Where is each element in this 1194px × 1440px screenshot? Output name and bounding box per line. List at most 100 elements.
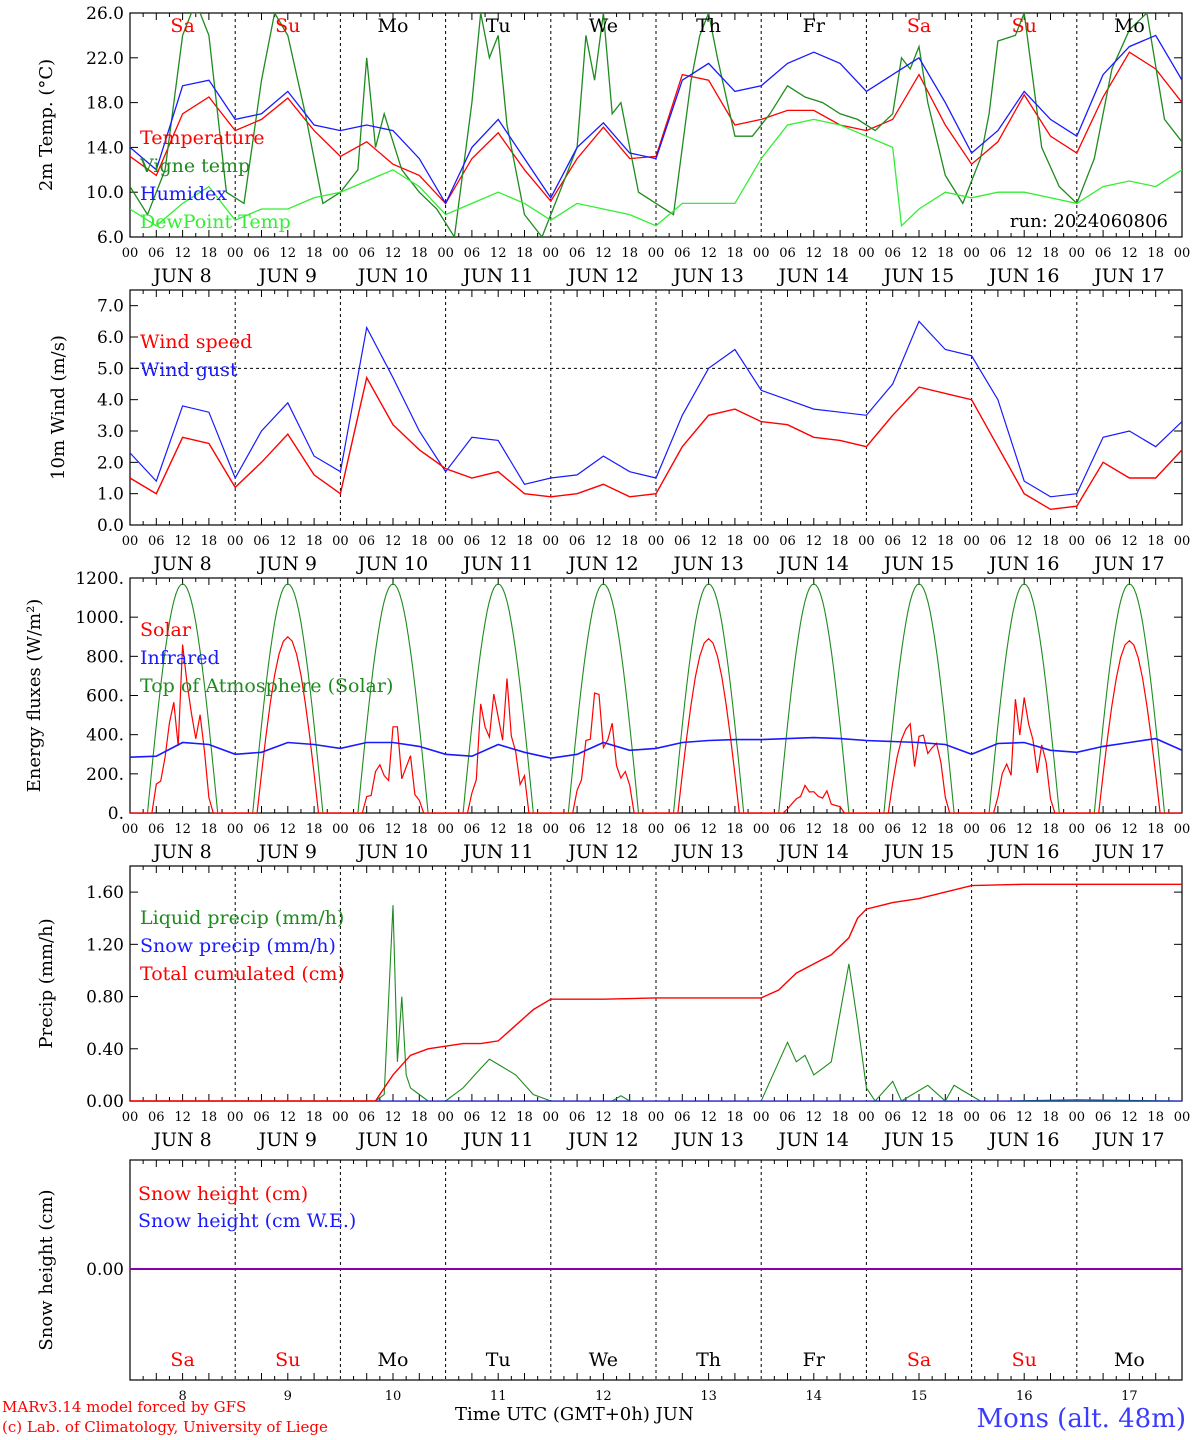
hour-tick-label: 00 xyxy=(437,822,454,837)
hour-tick-label: 12 xyxy=(490,534,507,549)
hour-tick-label: 00 xyxy=(543,534,560,549)
panel-1 xyxy=(129,12,1183,238)
panel-5 xyxy=(129,1159,1183,1381)
hour-tick-label: 06 xyxy=(884,822,901,837)
hour-tick-label: 12 xyxy=(700,534,717,549)
hour-tick-label: 18 xyxy=(411,534,428,549)
y-tick-label: 600. xyxy=(86,687,124,707)
hour-tick-label: 18 xyxy=(516,534,533,549)
hour-tick-label: 00 xyxy=(437,1110,454,1125)
day-label: JUN 8 xyxy=(151,1129,211,1151)
day-label: JUN 16 xyxy=(987,553,1059,575)
weekday-label: Su xyxy=(275,15,300,37)
hour-tick-label: 12 xyxy=(1121,534,1138,549)
day-number-label: 11 xyxy=(490,1389,507,1404)
hour-tick-label: 00 xyxy=(648,1110,665,1125)
hour-tick-label: 12 xyxy=(595,246,612,261)
hour-tick-label: 12 xyxy=(806,534,823,549)
hour-tick-label: 00 xyxy=(332,1110,349,1125)
hour-tick-label: 18 xyxy=(201,534,218,549)
legend-entry: Wind gust xyxy=(140,359,238,381)
hour-tick-label: 00 xyxy=(437,534,454,549)
hour-tick-label: 00 xyxy=(122,534,139,549)
day-label: JUN 14 xyxy=(777,553,849,575)
weekday-label: Su xyxy=(1012,15,1037,37)
day-number-label: 13 xyxy=(700,1389,717,1404)
hour-tick-label: 00 xyxy=(1069,246,1086,261)
hour-tick-label: 06 xyxy=(990,534,1007,549)
hour-tick-label: 06 xyxy=(253,1110,270,1125)
hour-tick-label: 12 xyxy=(1016,246,1033,261)
hour-tick-label: 06 xyxy=(569,1110,586,1125)
hour-tick-label: 00 xyxy=(648,534,665,549)
hour-tick-label: 18 xyxy=(201,822,218,837)
hour-tick-label: 12 xyxy=(174,822,191,837)
hour-tick-label: 06 xyxy=(148,1110,165,1125)
hour-tick-label: 00 xyxy=(122,246,139,261)
hour-tick-label: 06 xyxy=(779,246,796,261)
wind-series xyxy=(130,320,1182,511)
hour-tick-label: 00 xyxy=(963,246,980,261)
hour-tick-label: 18 xyxy=(937,822,954,837)
weekday-label: Sa xyxy=(907,15,931,37)
y-tick-label: 400. xyxy=(86,726,124,746)
y-tick-label: 1.0 xyxy=(97,485,124,505)
hour-tick-label: 06 xyxy=(990,1110,1007,1125)
hour-tick-label: 06 xyxy=(1095,534,1112,549)
day-label: JUN 15 xyxy=(882,553,954,575)
hour-tick-label: 18 xyxy=(937,534,954,549)
hour-tick-label: 12 xyxy=(385,246,402,261)
hour-tick-label: 18 xyxy=(937,1110,954,1125)
y-tick-label: 10.0 xyxy=(86,183,124,203)
hour-tick-label: 18 xyxy=(1042,534,1059,549)
hour-tick-label: 00 xyxy=(963,822,980,837)
weekday-label: Tu xyxy=(486,1349,511,1371)
day-label: JUN 17 xyxy=(1092,265,1164,287)
hour-tick-label: 00 xyxy=(648,246,665,261)
legend-entry: Top of Atmosphere (Solar) xyxy=(140,675,393,697)
series-vigne-temp xyxy=(130,13,1182,237)
hour-tick-label: 18 xyxy=(411,822,428,837)
weekday-label: Mo xyxy=(378,1349,409,1371)
day-number-label: 14 xyxy=(806,1389,823,1404)
weekday-label: Tu xyxy=(486,15,511,37)
hour-tick-label: 18 xyxy=(1147,246,1164,261)
model-credit: MARv3.14 model forced by GFS xyxy=(2,1398,247,1416)
day-label: JUN 17 xyxy=(1092,1129,1164,1151)
hour-tick-label: 12 xyxy=(385,822,402,837)
y-tick-label: 26.0 xyxy=(86,4,124,24)
station-name: Mons (alt. 48m) xyxy=(976,1404,1186,1434)
weekday-label: Sa xyxy=(907,1349,931,1371)
hour-tick-label: 12 xyxy=(1016,822,1033,837)
day-number-label: 12 xyxy=(595,1389,612,1404)
y-tick-label: 3.0 xyxy=(97,422,124,442)
legend-entry: Total cumulated (cm) xyxy=(140,963,345,985)
hour-tick-label: 18 xyxy=(306,1110,323,1125)
hour-tick-label: 12 xyxy=(174,534,191,549)
hour-tick-label: 00 xyxy=(122,1110,139,1125)
hour-tick-label: 00 xyxy=(1174,534,1191,549)
hour-tick-label: 18 xyxy=(832,822,849,837)
day-label: JUN 9 xyxy=(257,553,317,575)
hour-tick-label: 18 xyxy=(727,1110,744,1125)
y-tick-label: 6.0 xyxy=(97,228,124,248)
hour-tick-label: 12 xyxy=(280,246,297,261)
day-label: JUN 16 xyxy=(987,1129,1059,1151)
series-wind-gust xyxy=(130,320,1182,498)
hour-tick-label: 06 xyxy=(779,1110,796,1125)
y-tick-label: 22.0 xyxy=(86,49,124,69)
weekday-label: Su xyxy=(1012,1349,1037,1371)
day-label: JUN 14 xyxy=(777,265,849,287)
hour-tick-label: 06 xyxy=(884,534,901,549)
hour-tick-label: 06 xyxy=(148,534,165,549)
legend-entry: Snow height (cm) xyxy=(138,1183,308,1205)
run-label: run: 2024060806 xyxy=(1010,211,1168,232)
day-label: JUN 16 xyxy=(987,265,1059,287)
flux-series xyxy=(130,583,1182,813)
hour-tick-label: 00 xyxy=(332,822,349,837)
y-axis-label: Snow height (cm) xyxy=(36,1189,57,1350)
day-label: JUN 11 xyxy=(461,841,533,863)
hour-tick-label: 18 xyxy=(411,1110,428,1125)
hour-tick-label: 12 xyxy=(1121,822,1138,837)
hour-tick-label: 18 xyxy=(832,246,849,261)
